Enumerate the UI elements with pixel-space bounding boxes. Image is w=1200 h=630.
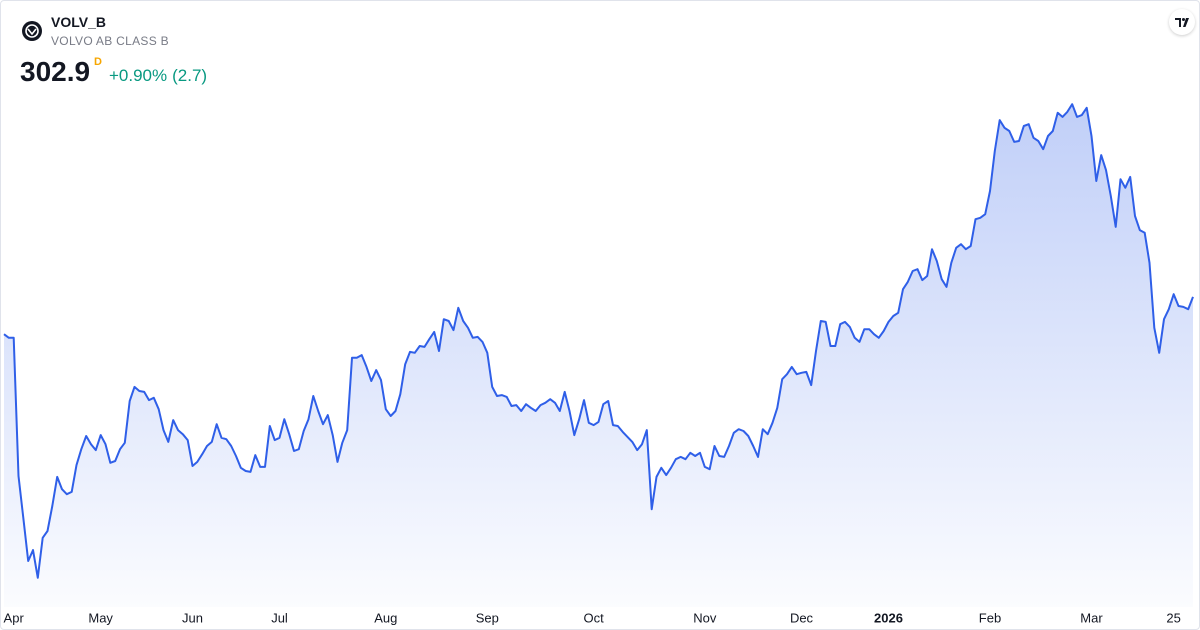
x-tick-label: Dec [790, 610, 814, 625]
symbol: VOLV_B [51, 14, 106, 30]
area-fill [4, 104, 1193, 607]
x-tick-label: Mar [1080, 610, 1103, 625]
change-absolute: (2.7) [172, 66, 208, 85]
symbol-logo [22, 21, 42, 41]
change-percent: +0.90% [109, 66, 168, 85]
x-tick-label: May [88, 610, 113, 625]
x-tick-label: Nov [693, 610, 717, 625]
x-tick-label: Oct [584, 610, 605, 625]
x-tick-label: Jul [271, 610, 288, 625]
x-tick-label: 25 [1166, 610, 1180, 625]
logo-icon [1175, 18, 1189, 27]
tradingview-logo[interactable] [1169, 9, 1195, 35]
x-tick-label: Apr [4, 610, 25, 625]
x-tick-label: Aug [374, 610, 397, 625]
x-tick-label: 2026 [874, 610, 903, 625]
price: 302.9 [20, 56, 91, 87]
price-line [3, 103, 1194, 579]
x-tick-label: Jun [182, 610, 203, 625]
x-tick-label: Feb [979, 610, 1001, 625]
change: +0.90% (2.7) [109, 66, 212, 86]
x-tick-label: Sep [476, 610, 499, 625]
symbol-name: VOLVO AB CLASS B [51, 34, 169, 48]
interval: D [94, 56, 102, 68]
